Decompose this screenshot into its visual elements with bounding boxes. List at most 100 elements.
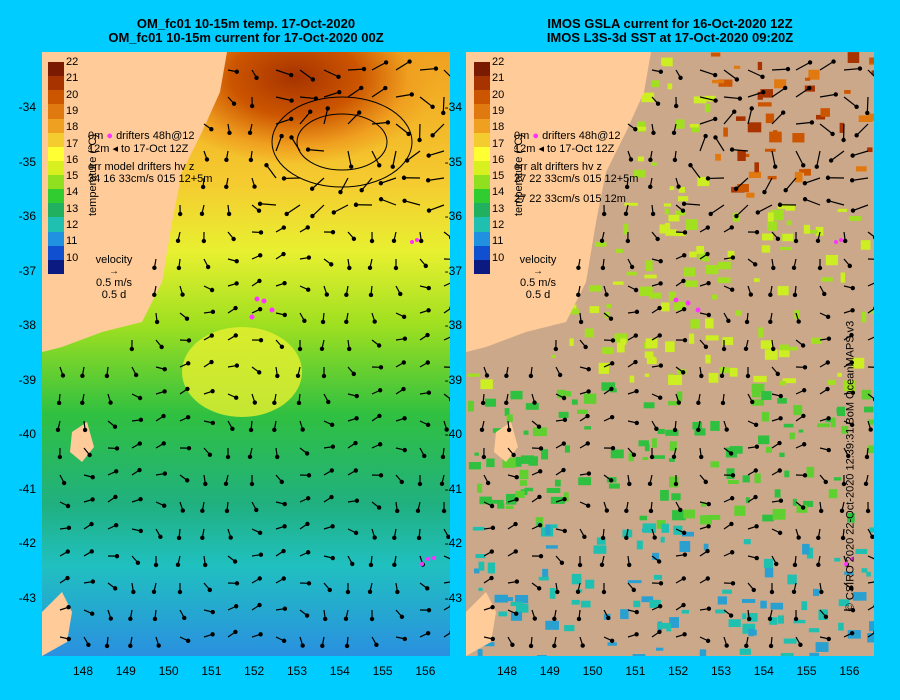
velocity-arrow-head: [401, 314, 407, 320]
velocity-arrow-head: [113, 586, 118, 591]
velocity-arrow-head: [673, 481, 679, 487]
velocity-arrow-head: [378, 181, 384, 186]
sst-patch: [693, 96, 707, 104]
colorbar-swatch: [474, 118, 490, 133]
velocity-arrow-head: [728, 451, 734, 456]
velocity-arrow-head: [353, 468, 358, 473]
sst-patch: [583, 393, 597, 404]
velocity-arrow-head: [327, 587, 332, 593]
velocity-arrow-head: [281, 576, 286, 581]
velocity-arrow-head: [760, 74, 765, 79]
velocity-arrow-head: [186, 361, 191, 366]
velocity-arrow-head: [538, 469, 543, 474]
colorbar-swatch: [474, 175, 490, 190]
velocity-arrow-head: [254, 75, 259, 80]
sst-patch: [767, 212, 774, 223]
sst-patch: [779, 381, 786, 386]
right-legend-drifter-line1: drifters 48h@12: [542, 130, 621, 142]
velocity-arrow-head: [80, 400, 85, 406]
sst-patch: [668, 291, 677, 302]
velocity-arrow-head: [257, 201, 263, 206]
velocity-arrow: [419, 96, 433, 108]
velocity-arrow-head: [513, 611, 519, 616]
sst-patch: [505, 493, 517, 505]
velocity-arrow-head: [368, 292, 374, 298]
sst-patch: [808, 628, 820, 633]
colorbar-swatch: [474, 245, 490, 260]
x-tick-label: 152: [244, 664, 265, 678]
velocity-arrow-head: [249, 103, 255, 109]
velocity-arrow: [684, 203, 701, 206]
velocity-arrow-head: [831, 59, 836, 64]
sst-patch: [792, 498, 797, 506]
sst-patch: [741, 599, 756, 603]
sst-patch: [667, 83, 673, 90]
sst-patch: [838, 599, 850, 607]
velocity-arrow-head: [681, 306, 687, 312]
velocity-arrow-head: [306, 473, 312, 478]
sst-patch: [664, 208, 670, 215]
sst-patch: [669, 186, 675, 191]
sst-patch: [642, 93, 650, 101]
velocity-arrow-head: [732, 109, 737, 114]
velocity-arrow-head: [628, 157, 634, 162]
sst-patch: [803, 224, 811, 234]
velocity-arrow-head: [655, 101, 661, 106]
sst-patch: [563, 492, 569, 502]
velocity-arrow-head: [489, 503, 495, 509]
velocity-arrow-head: [671, 130, 677, 135]
sst-patch: [678, 187, 685, 193]
velocity-arrow-head: [180, 292, 185, 297]
colorbar-swatch: [474, 189, 490, 204]
sst-patch: [607, 642, 617, 646]
sst-patch: [645, 338, 658, 349]
sst-patch: [483, 642, 495, 647]
velocity-arrow-head: [793, 616, 799, 622]
velocity-arrow-head: [281, 548, 286, 554]
velocity-arrow-head: [185, 414, 191, 420]
sst-patch: [652, 438, 657, 448]
velocity-arrow: [404, 200, 421, 206]
velocity-arrow-head: [281, 638, 287, 644]
velocity-arrow: [286, 204, 301, 215]
velocity-arrow-head: [578, 319, 584, 325]
velocity-arrow-head: [156, 643, 161, 648]
x-tick-label: 154: [753, 664, 774, 678]
velocity-arrow-head: [681, 530, 687, 536]
velocity-arrow-head: [538, 553, 544, 559]
velocity-arrow-head: [729, 521, 734, 527]
velocity-arrow-head: [351, 371, 356, 377]
velocity-arrow-head: [705, 638, 711, 644]
velocity-arrow-head: [680, 208, 686, 213]
sst-patch: [757, 91, 763, 100]
velocity-arrow-head: [720, 400, 726, 406]
colorbar-tick: 13: [66, 202, 79, 215]
sst-patch: [510, 601, 524, 607]
velocity-arrow-head: [751, 587, 756, 593]
velocity-arrow-head: [182, 615, 187, 621]
sst-patch: [679, 541, 691, 552]
velocity-arrow-head: [681, 278, 686, 284]
velocity-arrow-head: [129, 346, 135, 352]
colorbar-tick: 12: [492, 219, 505, 231]
velocity-arrow-head: [248, 157, 254, 163]
velocity-arrow-head: [802, 197, 808, 202]
velocity-arrow-head: [657, 604, 663, 609]
velocity-arrow-head: [750, 399, 755, 405]
velocity-arrow-head: [80, 373, 85, 379]
sst-patch: [660, 536, 665, 543]
velocity-arrow: [843, 67, 860, 71]
y-tick-label: -36: [18, 209, 36, 223]
velocity-arrow: [443, 282, 450, 287]
sst-patch: [627, 580, 642, 584]
velocity-arrow-head: [415, 508, 421, 513]
sst-patch: [754, 473, 761, 484]
velocity-arrow: [323, 91, 340, 98]
sst-patch: [564, 445, 570, 453]
velocity-arrow-head: [708, 211, 713, 217]
right-title-line2: IMOS L3S-3d SST at 17-Oct-2020 09:20Z: [546, 30, 794, 45]
sst-patch: [474, 452, 479, 456]
sst-patch: [623, 223, 629, 235]
velocity-arrow-head: [359, 85, 364, 91]
velocity-arrow-head: [225, 454, 231, 460]
